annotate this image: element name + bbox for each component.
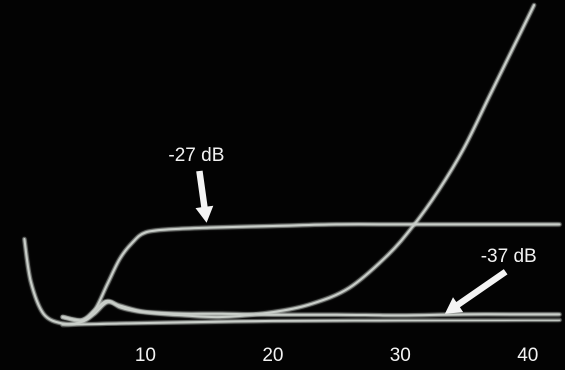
trace-group — [22, 2, 562, 328]
x-tick-label-40: 40 — [517, 345, 538, 366]
x-tick-label-10: 10 — [135, 345, 156, 366]
trace-halo-3 — [22, 2, 537, 327]
x-tick-label-30: 30 — [390, 345, 411, 366]
annotation-arrow-minus-27-db — [195, 170, 214, 223]
x-tick-label-20: 20 — [262, 345, 283, 366]
x-axis-ticks: 10 20 30 40 — [135, 345, 539, 366]
annotation-label-minus-27-db: -27 dB — [168, 145, 224, 166]
trace-line-4 — [61, 318, 561, 327]
trace-line-1 — [61, 223, 561, 322]
annotation-arrows — [195, 170, 508, 314]
annotation-arrow-minus-37-db — [444, 269, 508, 314]
annotation-label-minus-37-db: -37 dB — [481, 246, 537, 267]
trace-line-2 — [61, 299, 561, 322]
trace-line-3 — [23, 4, 536, 326]
annotation-labels: -27 dB -37 dB — [168, 145, 536, 267]
